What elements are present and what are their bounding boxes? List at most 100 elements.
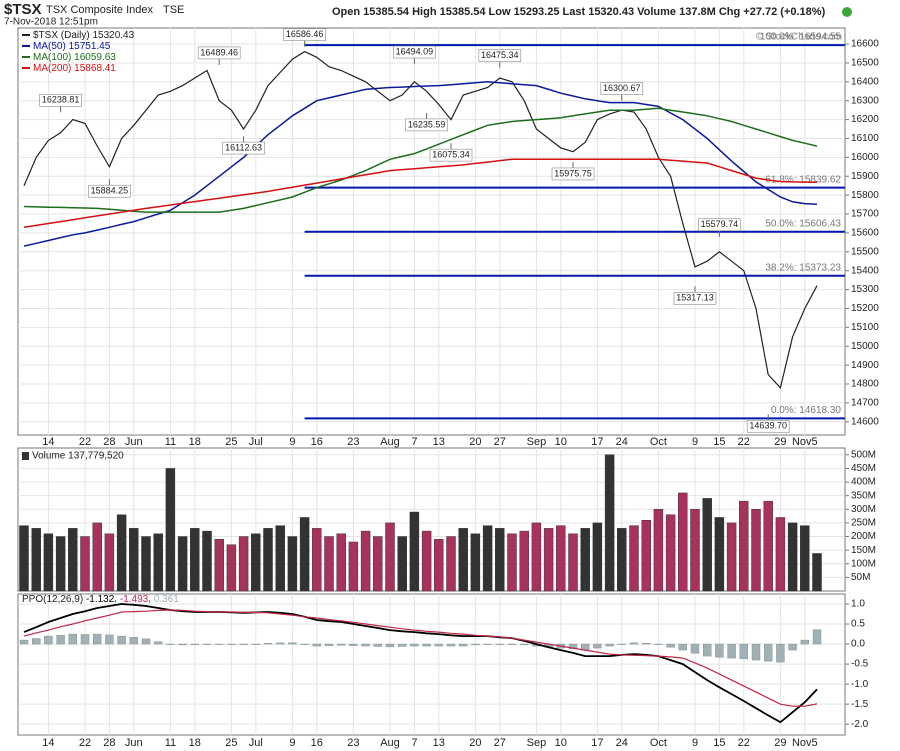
histogram-bar <box>654 643 663 645</box>
x-tick-label: Sep <box>527 436 547 448</box>
y-tick-label: 15900 <box>851 171 879 182</box>
x-tick-label: 22 <box>79 436 91 448</box>
ppo-value: -1.132 <box>86 594 115 605</box>
volume-bar <box>604 454 615 592</box>
annotation-label: 16075.34 <box>432 150 470 160</box>
volume-bar <box>31 528 41 592</box>
y-tick-label: 0.5 <box>851 619 865 630</box>
histogram-bar <box>788 643 797 651</box>
y-tick-label: 16500 <box>851 58 879 69</box>
histogram-bar <box>642 643 651 645</box>
legend-name: MA(50) <box>33 41 66 52</box>
histogram-bar <box>276 642 285 645</box>
volume-bar <box>238 536 249 592</box>
exchange: TSE <box>163 4 184 16</box>
y-tick-label: 15800 <box>851 190 879 201</box>
histogram-bar <box>300 643 309 645</box>
legend-swatch <box>22 452 29 460</box>
x-tick-label: 23 <box>347 436 359 448</box>
y-tick-label: 14800 <box>851 379 879 390</box>
x-tick-label: 16 <box>311 737 323 749</box>
x-tick-label: Oct <box>650 737 667 749</box>
legend-value: 16059.63 <box>74 52 116 63</box>
annotation-label: 14639.70 <box>749 421 787 431</box>
x-tick-label: 9 <box>692 436 698 448</box>
y-tick-label: 15300 <box>851 284 879 295</box>
y-tick-label: 16600 <box>851 39 879 50</box>
volume-bar <box>226 544 237 592</box>
x-tick-label: Nov5 <box>792 436 818 448</box>
price-line <box>23 107 818 213</box>
histogram-bar <box>410 643 419 647</box>
x-tick-label: 13 <box>433 436 445 448</box>
histogram-bar <box>398 643 407 647</box>
volume-bar <box>568 533 578 592</box>
ppo-name: PPO(12,26,9) <box>22 594 83 605</box>
annotation-box <box>222 141 265 155</box>
histogram-bar <box>153 641 163 645</box>
annotation-box <box>39 93 82 107</box>
volume-bar <box>116 514 127 592</box>
volume-bar <box>324 536 334 592</box>
up-indicator <box>842 7 852 17</box>
y-tick-label: 1.0 <box>851 599 865 610</box>
x-tick-label: 9 <box>289 436 295 448</box>
y-tick-label: -1.0 <box>851 679 869 690</box>
histogram-bar <box>727 643 736 659</box>
x-tick-label: 11 <box>165 737 176 749</box>
volume-bar <box>580 528 590 592</box>
histogram-bar <box>32 638 41 645</box>
x-tick-label: 9 <box>289 737 295 749</box>
annotation-label: 15975.75 <box>554 168 592 178</box>
volume-bar <box>141 536 151 592</box>
y-tick-label: 100M <box>851 558 876 569</box>
y-tick-label: 450M <box>851 463 876 474</box>
volume-bar <box>299 517 310 592</box>
volume-bar <box>287 536 298 592</box>
x-tick-label: Oct <box>650 436 667 448</box>
ppo-title: PPO(12,26,9) -1.132, -1.493, 0.361 <box>22 594 179 605</box>
histogram-bar <box>812 629 822 645</box>
price-line <box>23 81 818 247</box>
x-tick-label: 17 <box>591 737 603 749</box>
histogram-bar <box>117 635 126 645</box>
volume-bar <box>263 528 273 592</box>
volume-bar <box>739 500 749 592</box>
volume-bar <box>55 536 66 592</box>
y-tick-label: 16400 <box>851 76 879 87</box>
annotation-box <box>551 167 595 181</box>
volume-bar <box>385 522 395 592</box>
y-tick-label: 150M <box>851 545 876 556</box>
legend-name: $TSX (Daily) <box>33 30 90 41</box>
x-tick-label: 27 <box>494 436 506 448</box>
annotation-label: 16494.09 <box>396 46 434 56</box>
x-tick-label: 28 <box>103 436 115 448</box>
y-tick-label: 15700 <box>851 209 879 220</box>
x-tick-label: 13 <box>433 737 445 749</box>
x-tick-label: 24 <box>616 737 628 749</box>
annotation-box <box>88 184 131 198</box>
volume-bar <box>43 533 54 592</box>
x-tick-label: 22 <box>738 737 750 749</box>
legend-value: 15751.45 <box>69 41 111 52</box>
annotation-box <box>283 28 326 41</box>
volume-bar <box>104 533 115 592</box>
x-tick-label: Aug <box>380 436 400 448</box>
volume-bar <box>80 536 90 592</box>
histogram-bar <box>422 643 431 647</box>
volume-bar <box>531 522 542 592</box>
annotation-box <box>600 82 644 95</box>
y-tick-label: -2.0 <box>851 719 869 730</box>
timestamp: 7-Nov-2018 12:51pm <box>4 17 98 28</box>
volume-bar <box>275 525 285 592</box>
histogram-bar <box>629 642 639 645</box>
histogram-bar <box>129 637 139 645</box>
y-tick-label: 15600 <box>851 228 879 239</box>
x-tick-label: 18 <box>189 436 201 448</box>
y-tick-label: 250M <box>851 518 876 529</box>
volume-bar <box>214 539 224 592</box>
histogram-bar <box>288 642 297 645</box>
histogram-bar <box>507 643 517 645</box>
histogram-bar <box>92 633 102 645</box>
y-tick-label: 0.0 <box>851 639 865 650</box>
